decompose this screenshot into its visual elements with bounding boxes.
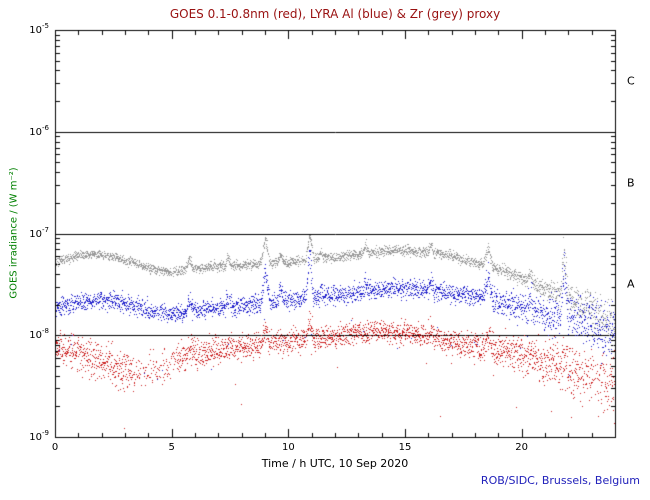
flare-class-label: C — [627, 74, 635, 88]
chart-title: GOES 0.1-0.8nm (red), LYRA Al (blue) & Z… — [169, 7, 501, 21]
x-tick-label: 20 — [515, 442, 529, 453]
x-axis-label: Time / h UTC, 10 Sep 2020 — [261, 457, 409, 470]
x-tick-label: 5 — [168, 442, 175, 453]
y-tick-label: 10-7 — [29, 225, 49, 240]
x-tick-label: 15 — [398, 442, 412, 453]
x-tick-label: 0 — [51, 442, 59, 453]
y-tick-label: 10-8 — [29, 327, 49, 342]
x-tick-label: 10 — [281, 442, 295, 453]
flare-class-label: A — [627, 277, 635, 291]
y-tick-label: 10-9 — [29, 428, 49, 444]
y-tick-label: 10-5 — [29, 21, 49, 37]
credit-text: ROB/SIDC, Brussels, Belgium — [480, 474, 640, 487]
flare-class-label: B — [627, 176, 635, 190]
y-tick-label: 10-6 — [29, 123, 49, 138]
y-axis-label: GOES irradiance / (W m⁻²) — [8, 167, 20, 299]
